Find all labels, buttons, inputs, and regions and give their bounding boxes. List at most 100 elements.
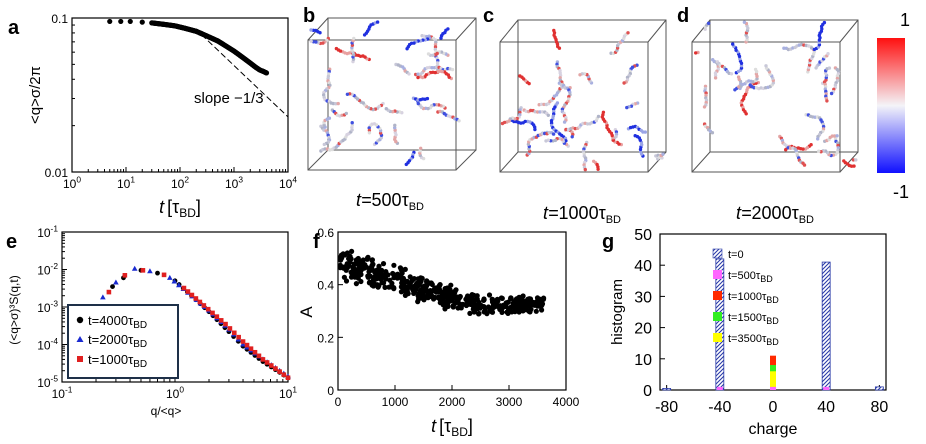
snapshot-time-c-prefix: t=	[543, 203, 559, 223]
panel-f-point	[376, 263, 382, 269]
snapshot-edge	[839, 151, 859, 173]
panel-label-g: g	[602, 231, 614, 253]
snapshot-particle	[570, 135, 574, 139]
snapshot-particle	[525, 119, 530, 124]
panel-g-legend-text: t=3500τBD	[728, 333, 779, 347]
snapshot-particle	[562, 120, 567, 124]
panel-e-point-1000	[240, 339, 246, 344]
snapshot-particle	[518, 110, 522, 115]
panel-e-x-tick-label-exp: 1	[292, 385, 297, 395]
panel-f-point	[473, 302, 479, 309]
snapshot-particle	[500, 121, 505, 126]
panel-e-y-tick-label-exp: -5	[51, 374, 59, 384]
snapshot-particle	[431, 53, 435, 57]
snapshot-particle	[702, 105, 707, 109]
panel-g-bar-t0	[821, 261, 831, 391]
panel-f-point	[444, 299, 450, 305]
panel-f-point	[384, 272, 390, 278]
snapshot-particle	[816, 137, 820, 141]
panel-f-point	[442, 306, 448, 312]
panel-g-legend-swatch	[713, 270, 722, 279]
colorbar-max-label: 1	[900, 10, 910, 30]
panel-g-legend-label: t=500τ	[728, 270, 761, 282]
panel-e-point-1000	[223, 321, 228, 327]
snapshot-time-b: t=500τBD	[356, 190, 424, 213]
snapshot-particle	[518, 74, 522, 78]
panel-label-c: c	[483, 5, 494, 27]
panel-f-point	[433, 289, 439, 295]
panel-e-point-2000	[147, 268, 153, 274]
snapshot-time-c: t=1000τBD	[543, 203, 621, 226]
panel-f-point	[464, 301, 470, 307]
panel-e-point-2000	[100, 294, 106, 300]
snapshot-particle	[419, 146, 423, 150]
snapshot-particle	[615, 46, 620, 50]
panel-g-legend-swatch	[713, 291, 722, 300]
snapshot-particle	[729, 72, 734, 76]
snapshot-particle	[713, 76, 718, 80]
panel-e-legend-sub: BD	[133, 320, 147, 331]
panel-g-legend-text: t=1000τBD	[728, 291, 779, 305]
panel-a-x-tick-label: 104	[279, 175, 297, 191]
panel-g-legend-sub: BD	[760, 274, 773, 284]
snapshot-particle	[546, 113, 550, 118]
panel-g-x-tick-label: 0	[769, 399, 778, 416]
snapshot-particle	[551, 132, 556, 136]
panel-e-point-1000	[181, 285, 187, 291]
panel-f-point	[369, 266, 375, 272]
panel-f-point	[355, 275, 361, 281]
snapshot-particle	[430, 66, 434, 70]
snapshot-particle	[405, 47, 409, 51]
panel-f-point	[528, 302, 534, 308]
panel-f-xlabel: t [τBD]	[431, 416, 473, 439]
snapshot-particle	[835, 134, 839, 138]
panel-f-point	[437, 297, 443, 303]
panel-e-point-1000	[285, 375, 291, 381]
snapshot-particle	[731, 42, 735, 46]
panel-a-point	[118, 18, 124, 25]
snapshot-particle	[407, 72, 411, 76]
snapshot-particle	[823, 71, 828, 75]
snapshot-particle	[755, 77, 759, 81]
panel-e-point-1000	[236, 334, 241, 340]
panel-a-xlabel-unit: [τ	[167, 197, 179, 217]
panel-g-legend-sub: BD	[766, 295, 779, 305]
panel-a-x-tick-label-exp: 1	[130, 175, 135, 185]
panel-f-ylabel: A	[297, 306, 316, 318]
panel-g-legend-text: t=500τBD	[728, 270, 773, 284]
panel-f-point	[489, 296, 495, 302]
panel-e-x-tick-label-exp: -1	[65, 385, 73, 395]
panel-a-x-tick-label-exp: 0	[76, 175, 81, 185]
panel-e-x-tick-label-base: 10	[166, 387, 180, 401]
panel-f-xlabel-unit: [τ	[439, 416, 451, 436]
panel-a-point	[107, 18, 113, 25]
snapshot-particle	[393, 123, 397, 128]
snapshot-time-b-value: 500τ	[372, 190, 409, 210]
panel-f-x-tick-label: 3000	[496, 395, 523, 409]
panel-a-point	[139, 19, 145, 25]
snapshot-particle	[322, 90, 326, 95]
snapshot-particle	[514, 119, 518, 124]
panel-f-point	[495, 298, 501, 304]
panel-f-point	[403, 288, 409, 295]
panel-f-point	[512, 309, 518, 315]
panel-f-point	[521, 302, 527, 309]
panel-f-point	[360, 257, 366, 263]
panel-e-point-1000	[106, 289, 112, 295]
panel-e-point-1000	[122, 273, 128, 278]
panel-e-point-1000	[264, 360, 270, 365]
snapshot-particle	[539, 102, 544, 107]
panel-a-ylabel: <q>σ/2π	[27, 66, 44, 124]
panel-f-point	[344, 261, 350, 267]
snapshot-particle	[771, 81, 776, 85]
panel-f-point	[527, 296, 534, 302]
snapshot-edge	[647, 19, 667, 43]
snapshot-particle	[435, 61, 440, 65]
panel-label-d: d	[677, 5, 689, 27]
panel-e-y-tick-label-base: 10	[37, 301, 51, 315]
panel-e-x-tick-label-base: 10	[52, 387, 66, 401]
panel-f-point	[349, 248, 355, 254]
panel-label-a: a	[8, 17, 20, 39]
panel-f-points	[337, 248, 547, 317]
